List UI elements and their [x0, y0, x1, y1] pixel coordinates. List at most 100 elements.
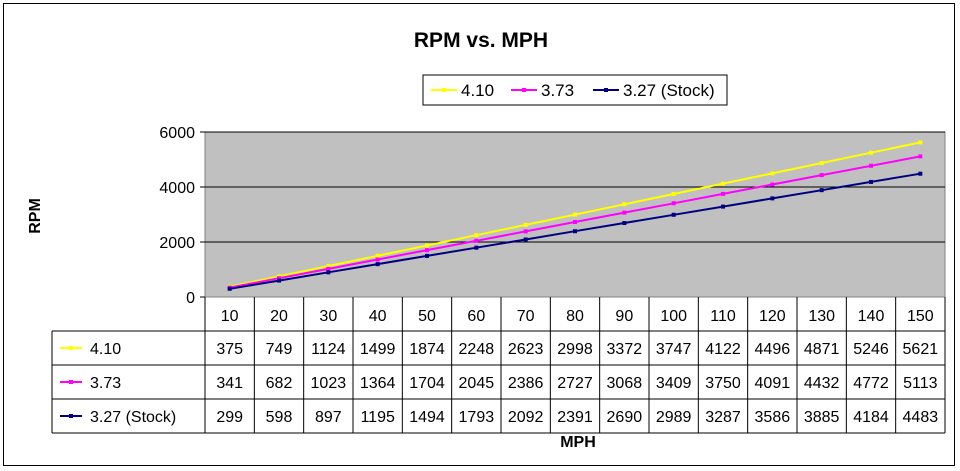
data-point: [425, 253, 429, 258]
table-cell: 2998: [557, 341, 593, 358]
table-cell: 3409: [656, 375, 692, 392]
table-cell: 4091: [755, 375, 791, 392]
table-cell: 4122: [705, 341, 741, 358]
table-legend-marker: [69, 380, 73, 384]
legend-marker: [522, 88, 526, 92]
x-tick-label: 40: [369, 308, 387, 325]
table-cell: 4184: [853, 409, 889, 426]
table-cell: 341: [216, 375, 243, 392]
data-point: [474, 245, 479, 250]
data-point: [573, 220, 577, 225]
data-point: [573, 212, 577, 217]
x-tick-label: 100: [660, 308, 687, 325]
table-cell: 5113: [903, 375, 938, 392]
data-point: [573, 229, 577, 234]
x-tick-label: 20: [270, 308, 288, 325]
table-cell: 5621: [903, 341, 939, 358]
data-point: [277, 278, 281, 283]
table-cell: 1793: [459, 409, 495, 426]
data-point: [918, 154, 923, 159]
data-point: [770, 196, 775, 201]
data-point: [523, 222, 528, 227]
x-tick-label: 140: [858, 308, 885, 325]
data-point: [918, 140, 923, 145]
data-point: [721, 181, 725, 186]
table-cell: 4871: [804, 341, 840, 358]
data-point: [474, 233, 479, 238]
data-point: [622, 210, 627, 215]
table-cell: 2248: [459, 341, 495, 358]
data-point: [671, 212, 676, 217]
y-tick-label: 2000: [159, 235, 195, 252]
table-cell: 1023: [311, 375, 347, 392]
table-cell: 1124: [311, 341, 346, 358]
table-cell: 2623: [508, 341, 544, 358]
table-cell: 1195: [360, 409, 395, 426]
data-point: [326, 266, 331, 271]
table-cell: 1364: [360, 375, 396, 392]
legend-label: 3.73: [541, 81, 574, 100]
x-tick-label: 60: [467, 308, 485, 325]
data-point: [375, 253, 380, 258]
table-cell: 3287: [705, 409, 741, 426]
table-cell: 4772: [853, 375, 889, 392]
table-legend-marker: [69, 346, 73, 350]
legend-label: 4.10: [461, 81, 494, 100]
data-point: [375, 262, 380, 267]
x-tick-label: 130: [808, 308, 835, 325]
chart: RPM vs. MPH RPM MPH 0 2000 4000 6000 10 20 30…: [27, 29, 946, 451]
table-cell: 2386: [508, 375, 544, 392]
table-cell: 598: [266, 409, 293, 426]
legend: 4.10 3.73 3.27 (Stock): [422, 74, 728, 106]
y-tick-label: 6000: [159, 125, 195, 142]
table-series-label: 3.27 (Stock): [90, 409, 176, 426]
data-point: [819, 188, 824, 193]
data-point: [819, 173, 824, 178]
table-cell: 2045: [459, 375, 495, 392]
table-cell: 4496: [755, 341, 791, 358]
table-cell: 375: [216, 341, 243, 358]
table-cell: 1704: [409, 375, 445, 392]
x-tick-label: 150: [907, 308, 934, 325]
data-point: [721, 204, 725, 209]
legend-marker: [442, 88, 446, 92]
table-cell: 1874: [409, 341, 445, 358]
data-point: [474, 238, 479, 243]
data-point: [523, 237, 528, 242]
data-point: [277, 276, 281, 281]
table-cell: 2092: [508, 409, 544, 426]
data-point: [721, 191, 725, 196]
data-point: [326, 270, 331, 275]
table-cell: 5246: [853, 341, 889, 358]
table-cell: 4432: [804, 375, 840, 392]
x-tick-label: 50: [418, 308, 436, 325]
table-cell: 2690: [607, 409, 643, 426]
data-point: [869, 150, 873, 155]
data-table: 10 20 30 40 50 60 70 80 90 100 110 120 130 140 150 4.10…: [51, 297, 946, 434]
x-tick-label: 90: [615, 308, 633, 325]
data-point: [869, 179, 873, 184]
data-point: [671, 191, 676, 196]
data-point: [770, 171, 775, 176]
y-tick-label: 0: [186, 290, 195, 307]
table-cell: 3372: [607, 341, 643, 358]
x-tick-label: 120: [759, 308, 786, 325]
data-point: [227, 286, 232, 291]
table-cell: 2727: [557, 375, 593, 392]
table-cell: 1494: [409, 409, 445, 426]
legend-marker: [604, 88, 608, 92]
data-point: [523, 229, 528, 234]
x-tick-label: 70: [517, 308, 535, 325]
data-point: [819, 161, 824, 166]
legend-label: 3.27 (Stock): [623, 81, 715, 100]
table-cell: 3747: [656, 341, 692, 358]
chart-frame: RPM vs. MPH RPM MPH 0 2000 4000 6000 10 20 30…: [3, 3, 955, 466]
plot-area: 0 2000 4000 6000: [159, 125, 946, 307]
data-point: [622, 221, 627, 226]
x-tick-label: 30: [319, 308, 337, 325]
table-cell: 897: [315, 409, 342, 426]
legend-box: [422, 74, 728, 106]
table-series-label: 4.10: [90, 341, 121, 358]
table-cell: 4483: [903, 409, 939, 426]
data-point: [425, 243, 429, 248]
